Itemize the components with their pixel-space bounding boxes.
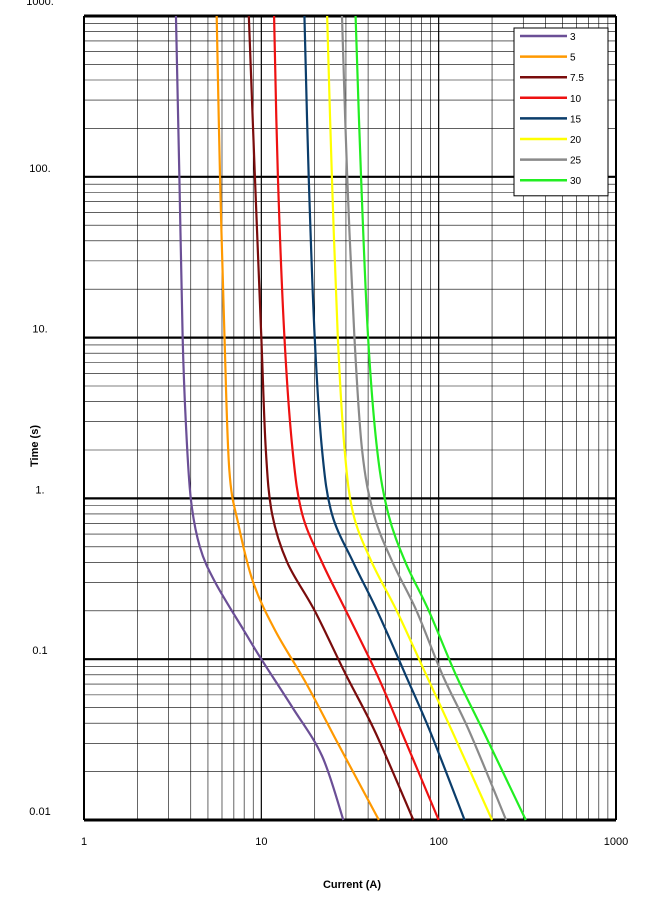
y-tick-label: 10. xyxy=(32,324,47,336)
series-line-5 xyxy=(215,15,380,821)
legend-label-25: 25 xyxy=(570,156,582,167)
y-tick-label: 0.1 xyxy=(32,645,47,657)
series-line-30 xyxy=(354,15,527,821)
legend-label-7-5: 7.5 xyxy=(570,73,584,84)
legend: 3 5 7.5 10 15 20 25 30 xyxy=(513,27,609,197)
series-line-20 xyxy=(326,15,494,821)
series-line-15 xyxy=(303,15,466,821)
legend-label-3: 3 xyxy=(570,32,576,43)
legend-label-30: 30 xyxy=(570,176,582,187)
series-line-25 xyxy=(340,15,508,821)
legend-label-10: 10 xyxy=(570,94,582,105)
x-tick-label: 10 xyxy=(255,836,267,848)
y-tick-label: 0.01 xyxy=(29,806,50,818)
y-axis-label: Time (s) xyxy=(29,425,41,467)
y-tick-label: 1000. xyxy=(26,0,54,8)
x-tick-label: 1 xyxy=(81,836,87,848)
series-line-7-5 xyxy=(247,15,415,821)
legend-label-15: 15 xyxy=(570,114,582,125)
series-lines xyxy=(174,15,527,821)
x-axis-label: Current (A) xyxy=(323,879,381,891)
legend-label-20: 20 xyxy=(570,135,582,146)
tick-labels: 1 10 100 1000 1000. 100. 10. 1. 0.1 0.01 xyxy=(26,0,628,848)
y-tick-label: 1. xyxy=(35,484,44,496)
legend-label-5: 5 xyxy=(570,53,576,64)
x-tick-label: 100 xyxy=(429,836,447,848)
major-gridlines xyxy=(83,14,617,822)
y-tick-label: 100. xyxy=(29,163,50,175)
legend-box xyxy=(513,27,609,197)
series-line-3 xyxy=(174,15,345,821)
x-tick-label: 1000 xyxy=(604,836,628,848)
series-line-10 xyxy=(272,15,440,821)
